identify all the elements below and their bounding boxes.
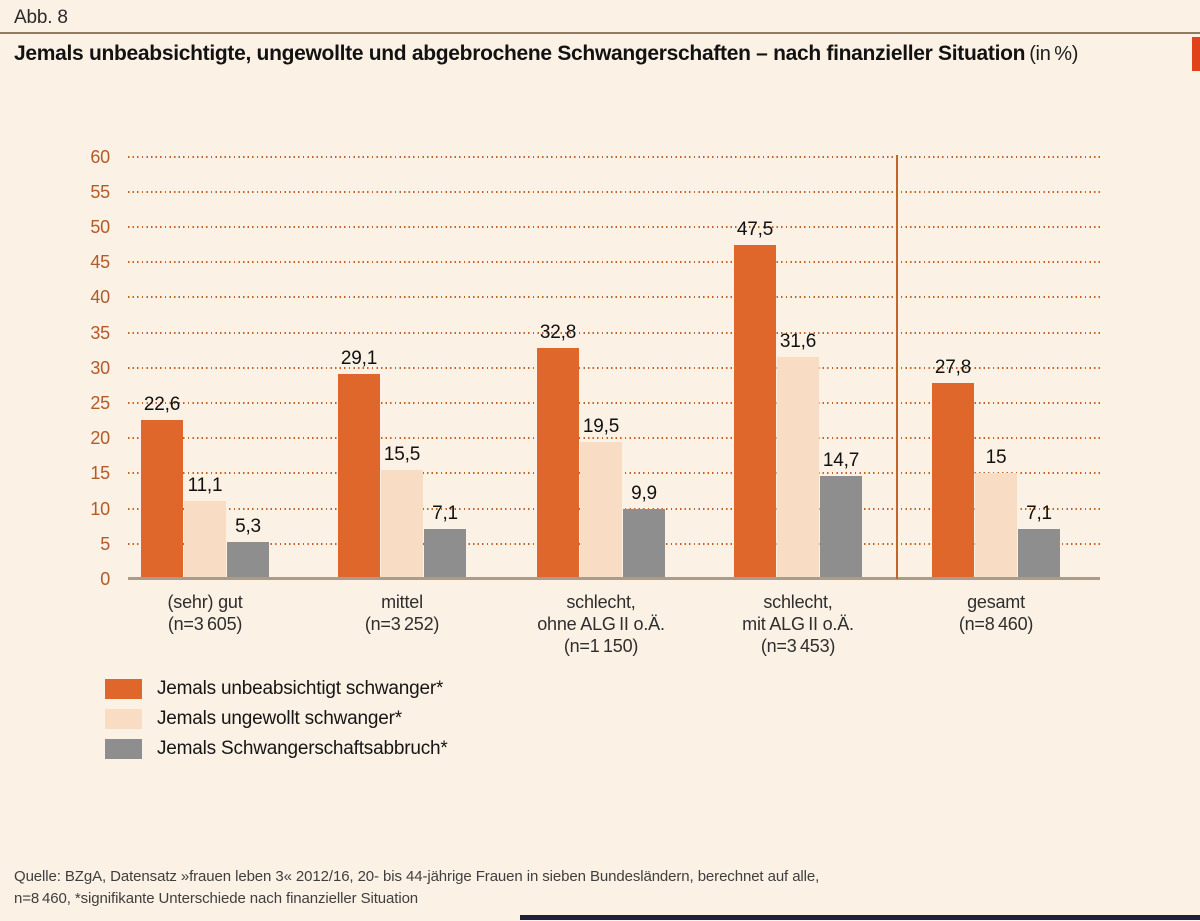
category-label-line: mit ALG II o.Ä. bbox=[742, 614, 854, 634]
chart-legend: Jemals unbeabsichtigt schwanger* Jemals u… bbox=[105, 674, 448, 764]
x-axis-baseline bbox=[128, 577, 1100, 580]
gridline-30 bbox=[128, 366, 1100, 369]
legend-row-2: Jemals ungewollt schwanger* bbox=[105, 704, 448, 734]
bar-series2-cat5 bbox=[975, 473, 1017, 579]
bar-series3-cat2 bbox=[424, 529, 466, 579]
y-axis-tick-5: 5 bbox=[100, 533, 110, 554]
y-axis-tick-40: 40 bbox=[90, 287, 110, 308]
bar-series2-cat2 bbox=[381, 469, 423, 579]
legend-label-1: Jemals unbeabsichtigt schwanger* bbox=[157, 678, 444, 699]
y-axis-tick-0: 0 bbox=[100, 569, 110, 589]
bar-value-label: 7,1 bbox=[1026, 503, 1052, 525]
gridline-45 bbox=[128, 261, 1100, 264]
gridline-60 bbox=[128, 155, 1100, 158]
y-axis-tick-50: 50 bbox=[90, 217, 110, 237]
bar-series1-cat3 bbox=[537, 348, 579, 579]
category-label-5: gesamt (n=8 460) bbox=[896, 591, 1096, 635]
bar-value-label: 27,8 bbox=[934, 357, 972, 379]
bar-series3-cat4 bbox=[820, 475, 862, 579]
figure-title-unit: (in %) bbox=[1029, 43, 1079, 65]
y-axis-tick-25: 25 bbox=[90, 393, 110, 413]
gridline-35 bbox=[128, 331, 1100, 334]
category-label-line: mittel bbox=[381, 592, 423, 612]
category-label-line: schlecht, bbox=[566, 592, 636, 612]
category-label-line: ohne ALG II o.Ä. bbox=[537, 614, 665, 634]
bar-value-label: 5,3 bbox=[235, 515, 261, 537]
category-label-1: (sehr) gut (n=3 605) bbox=[105, 591, 305, 635]
bar-value-label: 29,1 bbox=[340, 348, 378, 370]
bar-value-label: 31,6 bbox=[779, 330, 817, 352]
y-axis-tick-10: 10 bbox=[90, 498, 110, 519]
source-note: Quelle: BZgA, Datensatz »frauen leben 3«… bbox=[14, 866, 819, 910]
bar-series1-cat2 bbox=[338, 374, 380, 579]
bar-series3-cat3 bbox=[623, 509, 665, 579]
bar-value-label: 11,1 bbox=[187, 474, 223, 496]
bar-value-label: 47,5 bbox=[736, 218, 774, 240]
bar-value-label: 9,9 bbox=[631, 483, 657, 505]
category-label-line: schlecht, bbox=[763, 592, 833, 612]
bar-value-label: 32,8 bbox=[539, 322, 577, 344]
category-label-line: (n=3 252) bbox=[364, 614, 440, 634]
gridline-55 bbox=[128, 190, 1100, 193]
legend-label-2: Jemals ungewollt schwanger* bbox=[157, 708, 402, 729]
bar-value-label: 14,7 bbox=[822, 449, 860, 471]
bar-series1-cat5 bbox=[932, 383, 974, 579]
bar-series2-cat4 bbox=[777, 356, 819, 579]
legend-row-1: Jemals unbeabsichtigt schwanger* bbox=[105, 674, 448, 704]
category-label-3: schlecht, ohne ALG II o.Ä. (n=1 150) bbox=[501, 591, 701, 657]
category-label-4: schlecht, mit ALG II o.Ä. (n=3 453) bbox=[698, 591, 898, 657]
header-rule bbox=[0, 32, 1200, 34]
category-label-line: gesamt bbox=[967, 592, 1025, 612]
gridline-40 bbox=[128, 296, 1100, 299]
bar-series1-cat1 bbox=[141, 419, 183, 579]
category-label-line: (n=1 150) bbox=[563, 636, 639, 656]
bar-series1-cat4 bbox=[734, 244, 776, 579]
bar-value-label: 15,5 bbox=[383, 443, 421, 465]
figure-label: Abb. 8 bbox=[14, 7, 68, 28]
category-label-line: (n=3 453) bbox=[760, 636, 836, 656]
figure-title: Jemals unbeabsichtigte, ungewollte und a… bbox=[14, 42, 1194, 66]
bottom-page-rule bbox=[520, 915, 1200, 920]
y-axis-tick-45: 45 bbox=[90, 252, 110, 273]
category-label-line: (n=8 460) bbox=[958, 614, 1034, 634]
y-axis-tick-30: 30 bbox=[90, 357, 110, 378]
bar-series3-cat5 bbox=[1018, 529, 1060, 579]
page-edge-tab bbox=[1192, 37, 1200, 71]
gesamt-separator-line bbox=[896, 155, 898, 579]
bar-value-label: 19,5 bbox=[582, 415, 620, 437]
y-axis-tick-55: 55 bbox=[90, 181, 110, 202]
bar-series2-cat3 bbox=[580, 441, 622, 579]
y-axis-tick-15: 15 bbox=[90, 463, 110, 484]
gridline-50 bbox=[128, 226, 1100, 228]
legend-label-3: Jemals Schwangerschaftsabbruch* bbox=[157, 738, 448, 759]
bar-value-label: 22,6 bbox=[143, 393, 181, 415]
bar-value-label: 7,1 bbox=[432, 503, 458, 525]
legend-swatch-1 bbox=[105, 679, 142, 699]
source-line-1: Quelle: BZgA, Datensatz »frauen leben 3«… bbox=[14, 868, 820, 885]
source-line-2: n=8 460, *signifikante Unterschiede nach… bbox=[14, 890, 419, 907]
legend-swatch-2 bbox=[105, 709, 142, 729]
legend-swatch-3 bbox=[105, 739, 142, 759]
y-axis-tick-35: 35 bbox=[90, 322, 110, 343]
bar-series2-cat1 bbox=[184, 500, 226, 579]
category-label-2: mittel (n=3 252) bbox=[302, 591, 502, 635]
y-axis-tick-60: 60 bbox=[90, 146, 110, 167]
legend-row-3: Jemals Schwangerschaftsabbruch* bbox=[105, 734, 448, 764]
bar-series3-cat1 bbox=[227, 541, 269, 579]
gridline-20 bbox=[128, 437, 1100, 440]
gridline-25 bbox=[128, 402, 1100, 404]
figure-title-text: Jemals unbeabsichtigte, ungewollte und a… bbox=[14, 42, 1026, 65]
bar-value-label: 15 bbox=[985, 447, 1007, 469]
category-label-line: (sehr) gut bbox=[167, 592, 243, 612]
category-label-line: (n=3 605) bbox=[167, 614, 243, 634]
y-axis-tick-20: 20 bbox=[90, 428, 110, 449]
